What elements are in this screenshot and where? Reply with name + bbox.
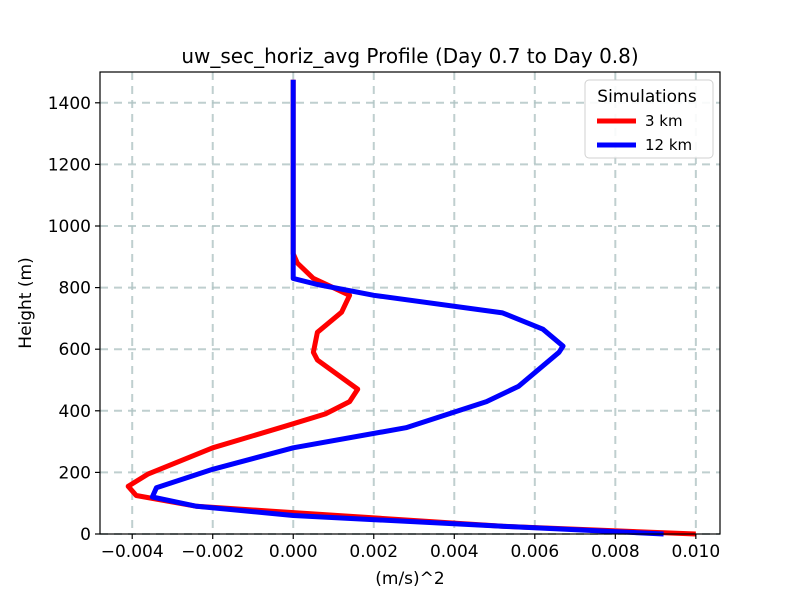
legend-frame	[584, 79, 714, 159]
chart-title: uw_sec_horiz_avg Profile (Day 0.7 to Day…	[181, 44, 638, 68]
y-tick-label: 200	[59, 463, 91, 483]
legend-title: Simulations	[597, 87, 697, 107]
x-tick-label: 0.008	[591, 542, 640, 562]
x-tick-label: 0.000	[269, 542, 318, 562]
x-tick-label: −0.004	[101, 542, 164, 562]
x-tick-label: −0.002	[181, 542, 244, 562]
y-tick-label: 600	[59, 340, 91, 360]
x-tick-label: 0.004	[430, 542, 479, 562]
x-tick-label: 0.002	[349, 542, 398, 562]
y-tick-label: 800	[59, 279, 91, 299]
y-tick-label: 400	[59, 402, 91, 422]
axes: −0.004 −0.002 0.000 0.002 0.004 0.006 0.008 0.0…	[48, 71, 721, 562]
series-layer	[125, 79, 696, 537]
y-tick-label: 1200	[48, 155, 91, 175]
legend-label-12km: 12 km	[645, 136, 692, 154]
y-tick-label: 0	[80, 525, 91, 545]
plot-frame	[99, 71, 721, 535]
x-axis-label: (m/s)^2	[375, 569, 444, 589]
y-axis-label: Height (m)	[16, 257, 36, 348]
legend-label-3km: 3 km	[645, 112, 683, 130]
y-tick-label: 1400	[48, 94, 91, 114]
x-tick-label: 0.006	[510, 542, 559, 562]
x-tick-label: 0.010	[672, 542, 721, 562]
y-tick-label: 1000	[48, 217, 91, 237]
series-line-12km	[149, 79, 664, 537]
legend: Simulations 3 km 12 km	[584, 79, 714, 159]
